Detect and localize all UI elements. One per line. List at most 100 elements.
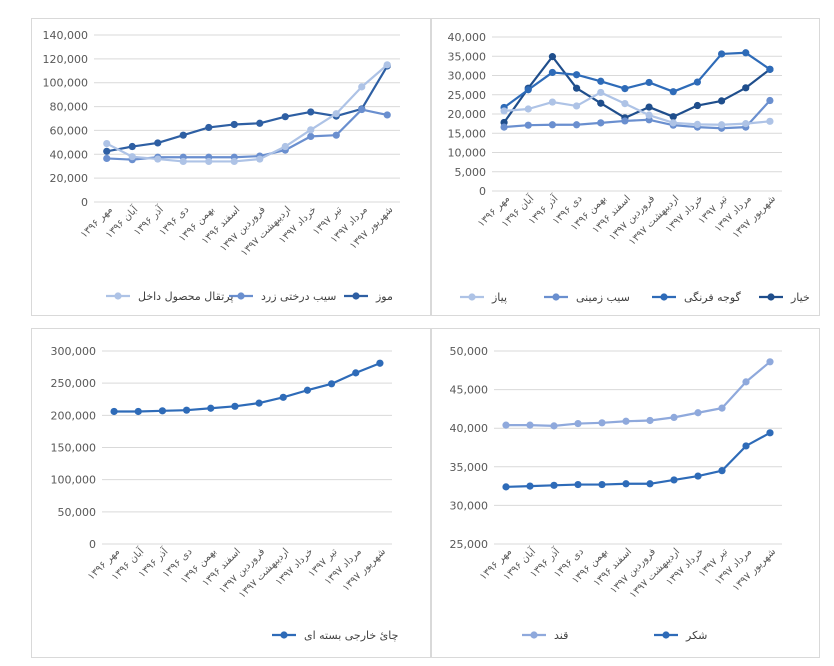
data-point	[279, 393, 287, 401]
data-point	[622, 480, 630, 488]
data-point	[500, 123, 508, 131]
data-point	[694, 409, 702, 417]
legend-marker	[662, 631, 670, 639]
series-line	[503, 55, 771, 124]
data-point	[307, 132, 315, 140]
data-point	[205, 157, 213, 166]
series-line	[503, 51, 771, 109]
data-point	[742, 120, 750, 128]
data-point	[158, 407, 167, 415]
y-tick-label: 0	[89, 538, 96, 551]
y-tick-label: 140,000	[43, 29, 89, 42]
y-tick-label: 20,000	[448, 108, 487, 121]
data-point	[128, 142, 136, 151]
data-point	[524, 105, 532, 113]
y-tick-label: 100,000	[43, 77, 89, 90]
data-point	[550, 422, 558, 430]
data-point	[621, 100, 629, 108]
vegetable-price-chart: 0 5,000 10,000 15,000 20,000 25,000 30,000 35,0…	[448, 31, 810, 304]
data-point	[205, 123, 213, 132]
y-tick-label: 25,000	[448, 89, 487, 102]
data-point	[327, 380, 336, 388]
data-point	[598, 419, 606, 427]
y-tick-label: 40,000	[450, 422, 489, 435]
legend-label: سیب درختی زرد	[261, 290, 336, 303]
y-tick-label: 40,000	[50, 148, 89, 161]
data-point	[645, 78, 653, 87]
legend-label: سیب زمینی	[576, 291, 630, 304]
data-point	[383, 111, 391, 119]
legend-marker	[530, 631, 538, 639]
data-point	[766, 96, 774, 105]
data-point	[718, 467, 726, 475]
y-tick-label: 50,000	[450, 345, 489, 358]
data-point	[526, 482, 534, 490]
data-point	[598, 480, 606, 489]
y-tick-label: 300,000	[51, 345, 97, 358]
data-point	[502, 421, 510, 429]
data-point	[207, 404, 215, 412]
y-tick-label: 5,000	[455, 166, 487, 179]
data-point	[255, 399, 263, 407]
data-point	[742, 442, 750, 450]
data-point	[572, 121, 581, 129]
series-line	[505, 431, 771, 488]
fruit-price-chart: 0 20,000 40,000 60,000 80,000 100,000 120,000 1…	[43, 29, 400, 303]
data-point	[332, 110, 340, 118]
data-point	[717, 97, 726, 105]
data-point	[358, 105, 366, 114]
y-tick-label: 45,000	[450, 384, 489, 397]
series-line	[106, 108, 388, 161]
data-point	[742, 49, 750, 57]
data-point	[281, 142, 289, 151]
data-point	[548, 98, 557, 106]
y-tick-label: 30,000	[450, 499, 489, 512]
legend-marker	[767, 293, 775, 301]
data-point	[103, 147, 111, 155]
y-tick-label: 20,000	[50, 172, 89, 185]
data-point	[572, 71, 581, 79]
data-point	[103, 154, 111, 163]
y-tick-label: 40,000	[448, 31, 487, 44]
y-tick-label: 0	[479, 185, 486, 198]
legend-marker	[352, 292, 360, 300]
y-tick-label: 30,000	[448, 70, 487, 83]
data-point	[670, 413, 678, 421]
legend-label: موز	[375, 290, 393, 303]
series-line	[106, 63, 388, 163]
data-point	[230, 157, 238, 166]
y-tick-label: 10,000	[448, 147, 487, 160]
y-tick-label: 100,000	[51, 474, 97, 487]
data-point	[670, 476, 678, 484]
data-point	[742, 84, 750, 92]
chart-panel-tea: 0 50,000 100,000 150,000 200,000 250,000 300,0…	[31, 328, 431, 658]
y-tick-label: 35,000	[448, 50, 487, 63]
data-point	[332, 131, 340, 139]
data-point	[622, 417, 630, 425]
legend-label: شکر	[685, 629, 707, 642]
legend-label: چائ خارجی بسته ای	[304, 629, 398, 642]
data-point	[524, 121, 532, 129]
data-point	[256, 119, 264, 127]
y-tick-label: 35,000	[450, 461, 489, 474]
data-point	[669, 113, 677, 121]
legend-marker	[114, 292, 122, 300]
data-point	[358, 83, 366, 91]
data-point	[693, 78, 702, 86]
data-point	[303, 386, 312, 394]
legend-label: پرتقال محصول داخل	[138, 290, 233, 303]
y-tick-label: 0	[81, 196, 88, 209]
data-point	[128, 153, 136, 161]
data-point	[669, 88, 677, 96]
series-line	[503, 91, 771, 126]
data-point	[154, 139, 162, 147]
data-point	[693, 101, 702, 110]
data-point	[597, 119, 605, 127]
data-point	[574, 419, 582, 428]
chart-panel-sugar: 25,000 30,000 35,000 40,000 45,000 50,000 مهر …	[431, 328, 820, 658]
data-point	[621, 117, 629, 125]
data-point	[694, 472, 702, 480]
data-point	[548, 53, 557, 61]
y-tick-label: 50,000	[58, 506, 97, 519]
data-point	[574, 480, 582, 489]
